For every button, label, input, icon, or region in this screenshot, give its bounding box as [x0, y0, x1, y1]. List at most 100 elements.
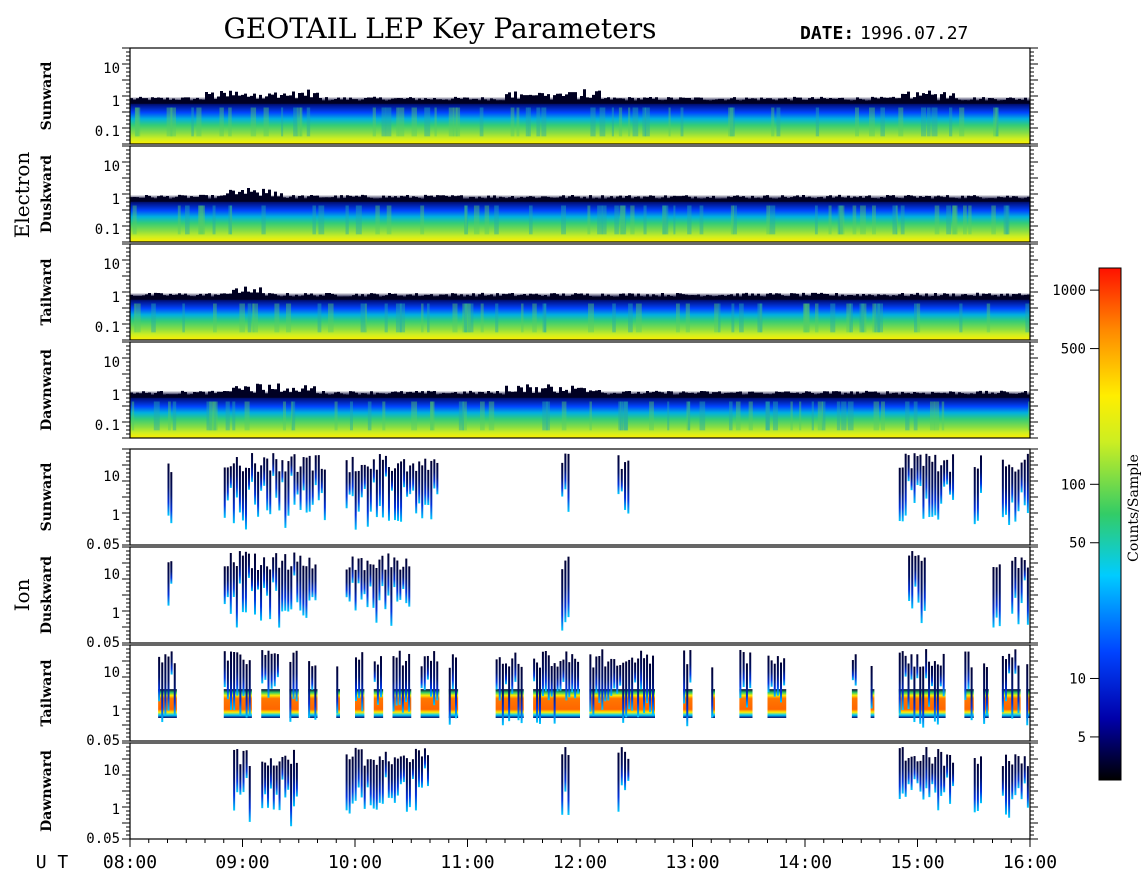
ion-event-mark [289, 689, 299, 718]
ion-event-streaks [851, 654, 857, 686]
ion-event-streaks [561, 747, 570, 815]
y-tick-label: 10 [103, 567, 120, 583]
ion-event-streaks [261, 650, 279, 698]
y-tick-label: 10 [103, 355, 120, 371]
colorbar-tick-label: 10 [1069, 671, 1086, 687]
x-axis-prefix: U T [36, 852, 69, 873]
ion-event-streaks [167, 561, 173, 606]
colorbar-tick-label: 5 [1078, 730, 1086, 746]
y-tick-label: 0.1 [95, 418, 120, 434]
y-tick-label: 0.1 [95, 124, 120, 140]
ion-event-streaks [964, 651, 973, 721]
ion-event-streaks [392, 650, 411, 713]
ion-event-streaks [561, 453, 570, 512]
electron-band-edge [130, 188, 1030, 202]
ion-event-streaks [898, 453, 955, 522]
ion-event-streaks [992, 564, 1001, 628]
y-tick-label: 1 [112, 290, 120, 306]
ion-event-streaks [495, 652, 523, 726]
electron-band [130, 163, 1030, 242]
ion-event-streaks [908, 551, 926, 624]
colorbar [1098, 267, 1122, 781]
ion-event-streaks [617, 747, 630, 812]
panel-electron-tailward: 10 1 0.1 Tailward [39, 243, 1038, 341]
x-tick-label: 15:00 [890, 852, 944, 873]
x-tick-label: 13:00 [665, 852, 719, 873]
ion-event-streaks [1001, 754, 1029, 818]
ion-event-mark [448, 689, 459, 718]
ion-event-mark [964, 689, 974, 718]
colorbar-tick-label: 1000 [1052, 283, 1086, 299]
y-tick-label: 0.1 [95, 320, 120, 336]
panel-label: Tailward [39, 659, 55, 726]
y-tick-label: 1 [112, 704, 120, 720]
ion-event-streaks [233, 749, 251, 822]
electron-band-edge [130, 286, 1030, 300]
ion-event-streaks [870, 665, 873, 709]
colorbar-tick-label: 500 [1061, 342, 1086, 358]
ion-event-streaks [448, 654, 457, 725]
panel-label: Duskward [39, 556, 55, 634]
panel-electron-sunward: 10 1 0.1 Sunward [39, 47, 1038, 145]
ion-event-streaks [1026, 664, 1029, 726]
ion-event-streaks [973, 455, 982, 525]
y-tick-label: 0.05 [86, 635, 120, 651]
date-value: 1996.07.27 [860, 23, 968, 44]
x-tick-label: 16:00 [1003, 852, 1057, 873]
panel-label: Dawnward [39, 349, 55, 431]
y-tick-label: 10 [103, 469, 120, 485]
ion-event-mark [851, 689, 858, 718]
ion-event-streaks [261, 749, 298, 827]
ion-event-streaks [589, 649, 655, 723]
x-tick-label: 09:00 [215, 852, 269, 873]
ion-event-mark [261, 689, 280, 718]
panel-label: Dawnward [39, 750, 55, 832]
electron-band-edge [130, 383, 1030, 398]
x-tick-label: 12:00 [553, 852, 607, 873]
y-tick-label: 10 [103, 665, 120, 681]
y-tick-label: 10 [103, 61, 120, 77]
panel-ion-tailward: 10 1 0.05 Tailward [39, 644, 1038, 749]
ion-event-streaks [167, 463, 173, 524]
x-tick-label: 10:00 [328, 852, 382, 873]
electron-band [130, 359, 1030, 438]
panel-electron-dawnward: 10 1 0.1 Dawnward [39, 341, 1038, 439]
y-tick-label: 1 [112, 192, 120, 208]
ion-event-streaks [767, 655, 786, 703]
ion-event-streaks [898, 649, 945, 728]
y-tick-label: 10 [103, 159, 120, 175]
ion-event-streaks [739, 649, 752, 708]
y-tick-label: 10 [103, 257, 120, 273]
colorbar-tick-label: 50 [1069, 536, 1086, 552]
ion-event-streaks [373, 656, 382, 705]
ion-event-mark [308, 689, 318, 718]
ion-event-streaks [683, 650, 692, 727]
y-tick-label: 0.05 [86, 733, 120, 749]
ion-event-streaks [223, 651, 251, 718]
y-tick-label: 0.1 [95, 222, 120, 238]
ion-event-streaks [898, 747, 955, 811]
ion-event-streaks [561, 556, 570, 631]
x-tick-label: 08:00 [103, 852, 157, 873]
panel-label: Sunward [39, 61, 55, 130]
panel-electron-duskward: 10 1 0.1 Duskward [39, 145, 1038, 243]
colorbar-tick-label: 100 [1061, 477, 1086, 493]
ion-event-streaks [345, 553, 411, 626]
group-label-electron: Electron [10, 152, 34, 239]
ion-event-streaks [1001, 453, 1029, 526]
panel-ion-sunward: 10 1 0.05 Sunward [39, 448, 1038, 553]
electron-band-edge [130, 89, 1030, 104]
y-tick-label: 1 [112, 94, 120, 110]
ion-event-streaks [973, 756, 982, 813]
group-label-ion: Ion [10, 578, 34, 611]
y-tick-label: 1 [112, 802, 120, 818]
ion-event-streaks [223, 551, 317, 628]
ion-event-streaks [223, 453, 326, 530]
panel-label: Tailward [39, 258, 55, 325]
x-tick-label: 14:00 [778, 852, 832, 873]
y-tick-label: 1 [112, 388, 120, 404]
y-tick-label: 0.05 [86, 537, 120, 553]
ion-event-streaks [355, 652, 364, 712]
ion-event-streaks [345, 454, 439, 530]
